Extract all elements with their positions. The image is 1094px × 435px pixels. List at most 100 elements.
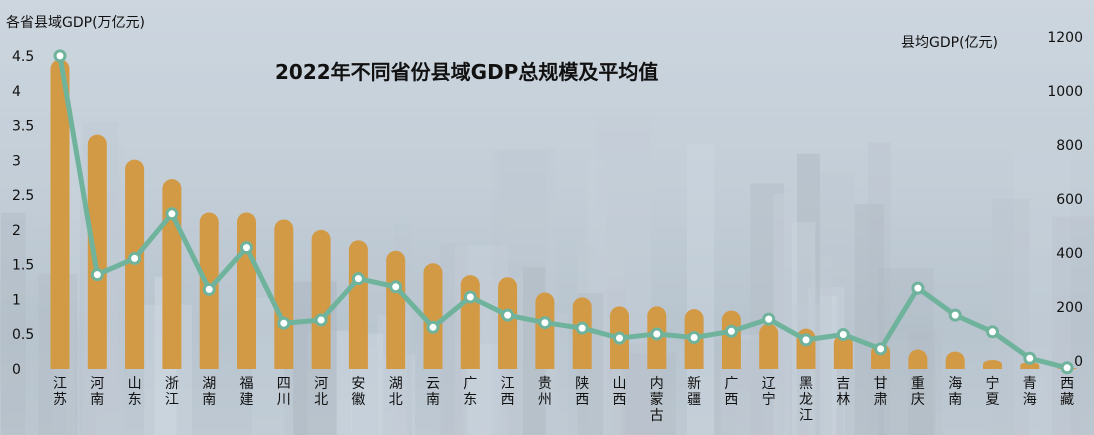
bar	[348, 240, 368, 369]
bar	[237, 212, 256, 369]
line-point	[165, 207, 179, 221]
left-tick-label: 2.5	[12, 188, 34, 204]
right-tick-label: 600	[1056, 192, 1083, 208]
skyline-building	[1045, 325, 1082, 435]
category-label: 宁夏	[986, 375, 1000, 408]
line-point	[128, 251, 142, 265]
skyline-building	[1, 212, 26, 435]
line-point	[986, 325, 999, 339]
category-label: 四川	[277, 376, 291, 408]
bar	[908, 349, 928, 369]
line-point	[53, 49, 67, 63]
category-label: 江苏	[53, 376, 67, 408]
left-tick-label: 4	[12, 84, 21, 100]
line-path	[57, 55, 1068, 371]
bar	[423, 263, 443, 369]
line-point	[90, 268, 104, 282]
category-label: 陕西	[575, 376, 589, 408]
line-point	[911, 281, 925, 295]
right-axis-title: 县均GDP(亿元)	[901, 35, 998, 51]
category-label: 黑龙江	[799, 376, 813, 424]
line-point	[389, 280, 403, 294]
category-label: 青海	[1023, 376, 1037, 408]
line-point	[650, 327, 664, 341]
line-point	[351, 272, 365, 286]
left-tick-label: 4.5	[12, 49, 34, 65]
category-label: 吉林	[836, 376, 850, 408]
bar	[498, 277, 518, 369]
right-tick-label: 400	[1056, 246, 1083, 262]
line-series	[53, 49, 1074, 375]
skyline-building	[1052, 216, 1094, 435]
skyline-building	[991, 198, 1030, 435]
right-tick-label: 800	[1056, 138, 1083, 154]
line-point	[1060, 361, 1074, 375]
category-label: 浙江	[165, 376, 179, 408]
line-point	[277, 316, 291, 330]
line-point	[948, 308, 962, 322]
line-point	[202, 282, 216, 296]
bar	[386, 250, 406, 369]
left-axis-title: 各省县域GDP(万亿元)	[6, 15, 145, 31]
chart-title: 2022年不同省份县域GDP总规模及平均值	[275, 60, 658, 84]
line-point	[426, 320, 440, 334]
category-label: 新疆	[687, 376, 701, 408]
category-label: 内蒙古	[650, 376, 664, 424]
line-point	[538, 316, 552, 330]
skyline-building	[908, 328, 943, 435]
category-label: 安徽	[351, 376, 365, 408]
category-label: 河北	[314, 376, 328, 408]
bar	[311, 229, 331, 369]
line-point	[762, 312, 776, 326]
left-axis-ticks: 0 0.5 1 1.5 2 2.5 3 3.5 4 4.5	[12, 49, 34, 378]
category-label: 甘肃	[874, 376, 888, 408]
left-tick-label: 2	[12, 223, 21, 239]
skyline-building	[908, 331, 936, 435]
line-point	[836, 328, 850, 341]
line-point	[501, 308, 515, 322]
right-tick-label: 1000	[1047, 84, 1083, 100]
category-label: 西藏	[1060, 376, 1074, 408]
line-point	[240, 241, 253, 255]
line-point	[1023, 351, 1037, 365]
category-label: 贵州	[538, 376, 552, 408]
skyline-building	[687, 144, 715, 435]
bar	[1020, 362, 1040, 369]
line-point	[575, 321, 589, 335]
line-point	[314, 313, 328, 327]
bar	[460, 275, 480, 369]
left-tick-label: 1	[12, 292, 21, 308]
line-point	[874, 342, 888, 356]
left-tick-label: 0.5	[12, 327, 34, 343]
category-label: 湖北	[389, 376, 403, 408]
bar	[833, 334, 853, 369]
bar	[274, 219, 294, 369]
bar	[721, 310, 741, 369]
bar	[87, 134, 107, 369]
left-tick-label: 3	[12, 153, 21, 169]
right-tick-label: 0	[1074, 354, 1083, 370]
category-label: 广西	[724, 376, 738, 408]
category-label: 福建	[240, 376, 254, 408]
skyline-building	[443, 317, 466, 435]
line-point	[687, 331, 701, 344]
category-label: 河南	[90, 376, 104, 408]
category-label: 辽宁	[762, 376, 776, 408]
category-label: 江西	[501, 376, 515, 408]
skyline-building	[811, 256, 832, 435]
line-point	[463, 290, 477, 304]
bar	[535, 292, 555, 369]
category-label: 云南	[426, 376, 440, 408]
bar	[945, 351, 965, 369]
left-tick-label: 1.5	[12, 258, 34, 274]
line-point	[613, 331, 626, 345]
bar	[50, 59, 70, 369]
skyline-building	[854, 204, 885, 435]
right-axis-ticks: 0 200 400 600 800 1000 1200	[1047, 30, 1083, 370]
category-label: 湖南	[202, 376, 216, 408]
skyline-building	[773, 193, 798, 435]
right-tick-label: 1200	[1047, 30, 1083, 46]
